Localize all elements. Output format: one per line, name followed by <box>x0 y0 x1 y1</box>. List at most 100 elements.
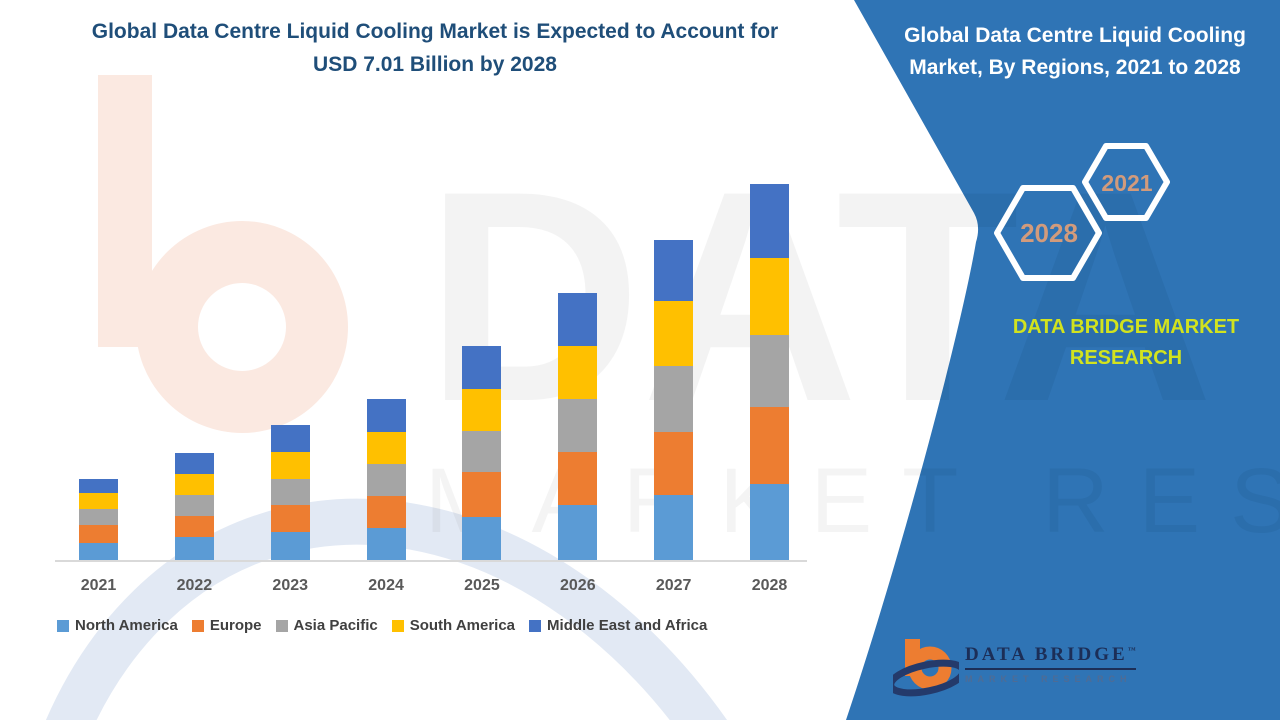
bar-2026 <box>558 293 598 560</box>
logo-name-text: DATA BRIDGE <box>965 644 1128 665</box>
bar-2024-segment-south-america <box>366 432 406 464</box>
bar-2021-segment-asia-pacific <box>79 509 118 525</box>
legend-label: North America <box>75 617 178 634</box>
x-axis-label-2028: 2028 <box>751 577 788 594</box>
x-axis-label-2027: 2027 <box>655 577 692 594</box>
legend-label: South America <box>409 617 516 634</box>
svg-text:MARKET RESEARCH: MARKET RESEARCH <box>425 450 1280 552</box>
peach-b-watermark <box>98 75 348 433</box>
hexagon-2028 <box>994 185 1102 281</box>
bar-2023-segment-asia-pacific <box>270 479 310 505</box>
logo-name: DATA BRIDGE™ <box>965 644 1136 670</box>
brand-name-line1: DATA BRIDGE MARKET <box>1012 316 1240 338</box>
legend-label: Asia Pacific <box>293 617 378 634</box>
bar-2023-segment-south-america <box>270 452 310 479</box>
bar-2025-segment-north-america <box>462 517 502 560</box>
bar-2022-segment-europe <box>174 516 214 537</box>
bar-2022 <box>174 453 214 560</box>
bar-2022-segment-middle-east-and-africa <box>174 453 214 474</box>
bar-2027-segment-europe <box>654 432 694 495</box>
bar-2023 <box>270 425 310 560</box>
logo-trademark: ™ <box>1127 645 1136 655</box>
chart-title-line2: USD 7.01 Billion by 2028 <box>313 52 557 76</box>
x-axis-label-2023: 2023 <box>272 577 309 594</box>
x-axis-label-2026: 2026 <box>560 577 596 594</box>
bar-2026-segment-europe <box>558 452 598 505</box>
x-axis-label-2021: 2021 <box>80 577 117 594</box>
x-axis-label-2025: 2025 <box>464 577 500 594</box>
bar-2026-segment-middle-east-and-africa <box>558 293 598 346</box>
bar-2028-segment-asia-pacific <box>750 335 790 407</box>
bar-2021-segment-south-america <box>79 493 118 509</box>
blue-swoosh-watermark <box>1 498 859 720</box>
legend-marker <box>57 619 69 632</box>
x-axis-label-2022: 2022 <box>176 577 213 594</box>
logo-b-icon <box>893 639 959 697</box>
bar-2027-segment-south-america <box>654 301 694 366</box>
bar-2022-segment-asia-pacific <box>174 495 214 516</box>
bar-2028-segment-europe <box>750 407 790 484</box>
legend-item-south-america: South America <box>391 617 516 634</box>
bar-2022-segment-north-america <box>174 537 214 560</box>
bar-2021-segment-north-america <box>79 543 118 560</box>
x-axis-line <box>55 560 807 562</box>
hexagon-2021 <box>1082 143 1170 221</box>
bar-2027-segment-north-america <box>654 495 694 560</box>
hexagon-2021-label: 2021 <box>1101 170 1153 196</box>
panel-title-line2: Market, By Regions, 2021 to 2028 <box>909 55 1241 79</box>
bar-2024-segment-middle-east-and-africa <box>366 399 406 432</box>
chart-legend: North America Europe Asia Pacific South Ame… <box>57 617 847 634</box>
bar-2026-segment-asia-pacific <box>558 399 598 452</box>
bar-2025-segment-middle-east-and-africa <box>462 346 502 389</box>
brand-name-line2: RESEARCH <box>1069 347 1183 369</box>
bar-2025-segment-asia-pacific <box>462 431 502 472</box>
legend-marker <box>191 619 204 632</box>
bar-2021-segment-middle-east-and-africa <box>79 479 118 493</box>
bar-2028-segment-south-america <box>750 258 790 335</box>
legend-item-europe: Europe <box>191 617 262 634</box>
bar-2024-segment-north-america <box>366 528 406 560</box>
bar-2022-segment-south-america <box>174 474 214 495</box>
panel-title: Global Data Centre Liquid Cooling Market… <box>880 20 1270 83</box>
hexagon-2028-label: 2028 <box>1020 218 1078 248</box>
bar-2025-segment-europe <box>462 472 502 517</box>
bar-2028-segment-middle-east-and-africa <box>750 184 790 258</box>
bar-2027-segment-middle-east-and-africa <box>654 240 694 301</box>
chart-title: Global Data Centre Liquid Cooling Market… <box>30 16 840 81</box>
bar-2025-segment-south-america <box>462 389 502 431</box>
bar-2021-segment-europe <box>79 525 118 543</box>
bar-2028-segment-north-america <box>750 484 790 560</box>
bar-2027 <box>654 240 694 560</box>
x-axis-label-2024: 2024 <box>368 577 404 594</box>
bar-2024 <box>366 399 406 560</box>
blue-panel-shape <box>846 0 1280 720</box>
chart-title-line1: Global Data Centre Liquid Cooling Market… <box>91 20 779 43</box>
logo-text-block: DATA BRIDGE™ MARKET RESEARCH <box>965 644 1136 684</box>
bar-2023-segment-north-america <box>270 532 310 560</box>
bar-2024-segment-asia-pacific <box>366 464 406 496</box>
legend-marker <box>275 619 288 632</box>
legend-item-north-america: North America <box>57 617 178 634</box>
brand-name-text: DATA BRIDGE MARKET RESEARCH <box>990 312 1262 374</box>
bar-2023-segment-middle-east-and-africa <box>270 425 310 452</box>
legend-label: Europe <box>209 617 262 634</box>
logo-subtitle: MARKET RESEARCH <box>965 674 1132 684</box>
legend-label: Middle East and Africa <box>547 617 708 634</box>
bar-2026-segment-north-america <box>558 505 598 560</box>
panel-title-line1: Global Data Centre Liquid Cooling <box>904 24 1246 47</box>
legend-marker <box>391 619 404 632</box>
bar-2021 <box>79 479 118 560</box>
bar-2026-segment-south-america <box>558 346 598 399</box>
legend-marker <box>529 619 542 632</box>
bar-2023-segment-europe <box>270 505 310 532</box>
company-logo: DATA BRIDGE™ MARKET RESEARCH <box>893 634 1223 709</box>
legend-item-middle-east-and-africa: Middle East and Africa <box>529 617 707 634</box>
bar-2028 <box>750 184 790 560</box>
bar-2025 <box>462 346 502 560</box>
bar-2027-segment-asia-pacific <box>654 366 694 432</box>
bar-2024-segment-europe <box>366 496 406 528</box>
stacked-bar-plot: 2021 2022 2023 2024 2025 2026 2027 2028 <box>55 184 807 594</box>
legend-item-asia-pacific: Asia Pacific <box>275 617 378 634</box>
